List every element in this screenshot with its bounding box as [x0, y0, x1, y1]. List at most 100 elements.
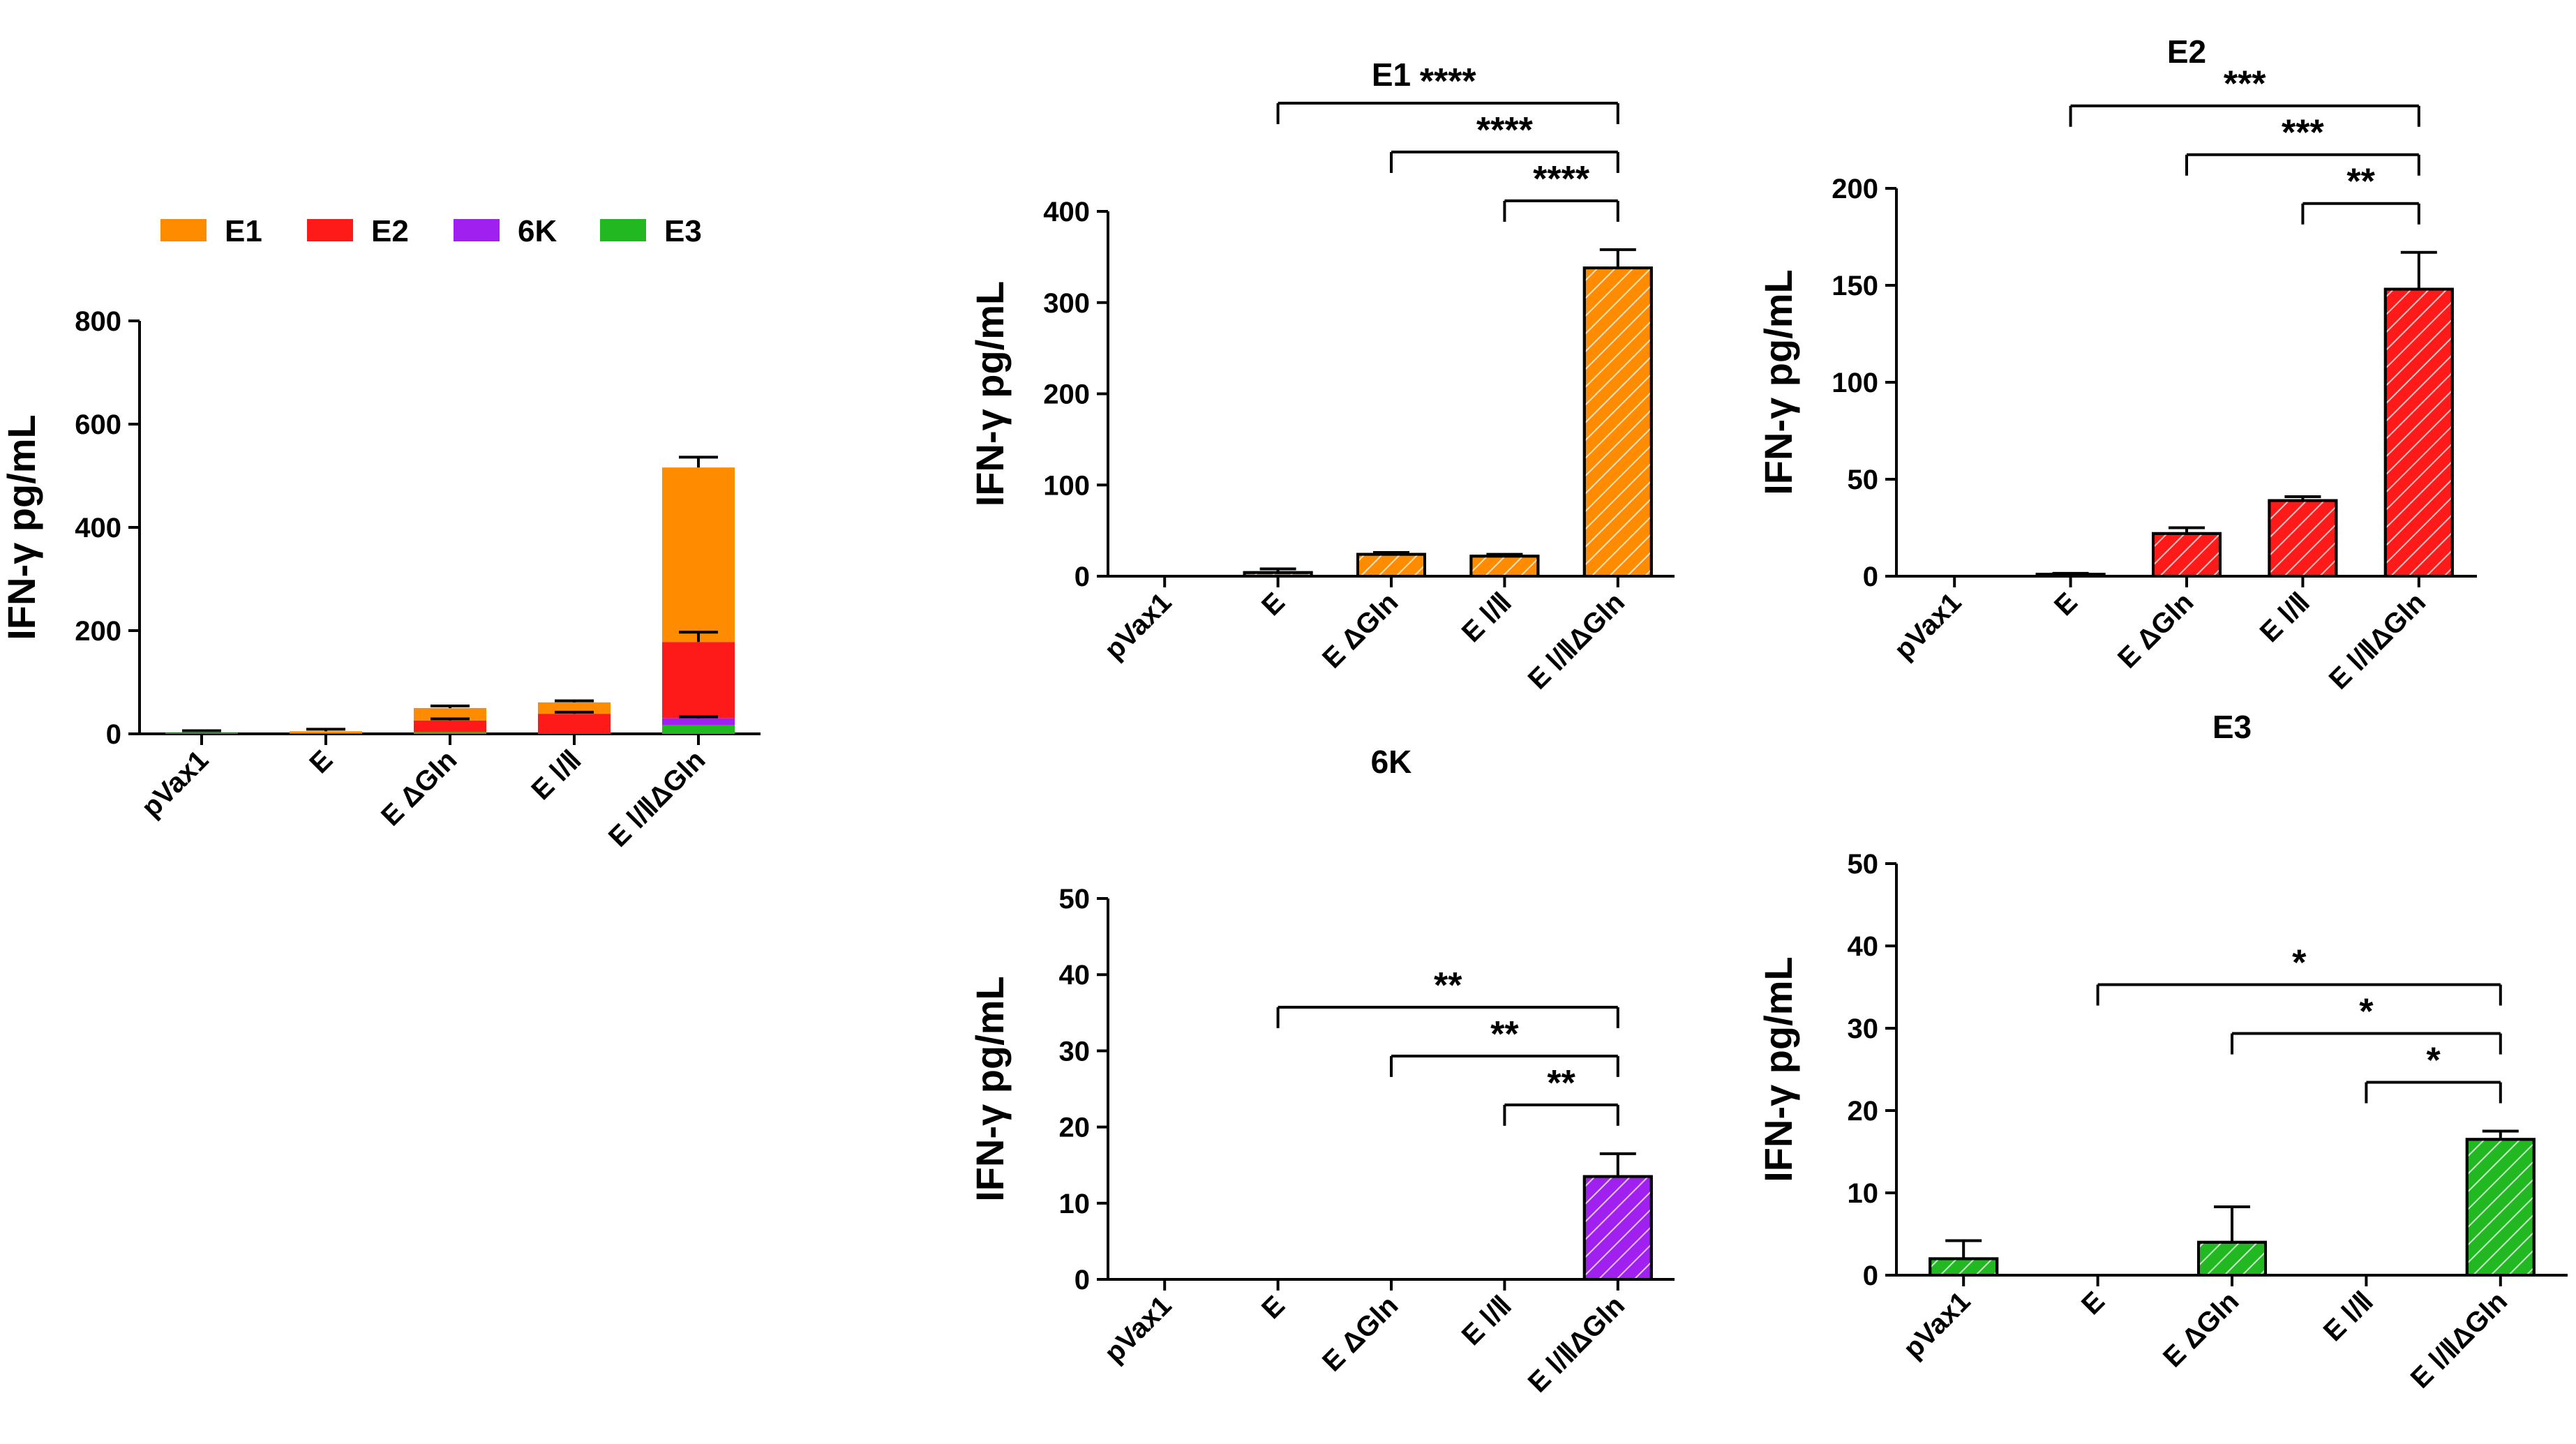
- bar-segment-e1: [290, 731, 362, 734]
- significance-label: *: [2292, 943, 2307, 984]
- legend-label: E2: [371, 214, 409, 248]
- x-tick-label: E ΔGln: [2157, 1286, 2245, 1373]
- bar-segment-e3: [662, 725, 735, 734]
- significance-label: ***: [2224, 64, 2266, 105]
- y-tick-label: 100: [1043, 470, 1090, 501]
- y-axis-title: IFN-γ pg/mL: [0, 414, 43, 640]
- y-tick-label: 800: [75, 306, 121, 337]
- bar-segment-e2: [538, 714, 611, 734]
- significance-label: *: [2359, 992, 2374, 1032]
- x-tick-label: E ΔGln: [2112, 587, 2199, 674]
- legend-swatch: [600, 219, 646, 241]
- legend-item-6k: 6K: [454, 214, 557, 248]
- legend-swatch: [454, 219, 500, 241]
- legend-item-e2: E2: [307, 214, 409, 248]
- legend-swatch: [307, 219, 353, 241]
- x-tick-label: E ΔGln: [1317, 587, 1404, 674]
- y-tick-label: 10: [1848, 1178, 1879, 1209]
- y-tick-label: 50: [1059, 884, 1091, 915]
- y-axis-title: IFN-γ pg/mL: [968, 281, 1012, 507]
- x-tick-label: pVax1: [1099, 587, 1178, 665]
- x-tick-label: E Ⅰ/ⅡΔGln: [603, 744, 711, 852]
- x-tick-label: E ΔGln: [1317, 1290, 1404, 1377]
- bar-segment-e1: [662, 467, 735, 642]
- bar-hatch: [2269, 500, 2337, 576]
- x-tick-label: E Ⅰ/ⅡΔGln: [1522, 1290, 1631, 1398]
- significance-bracket: *: [2096, 943, 2502, 1006]
- bar-hatch: [2385, 289, 2453, 576]
- y-tick-label: 40: [1059, 960, 1091, 991]
- chart-e2: 0 50 100 150 200 pVax1 E E ΔGln E Ⅰ/Ⅱ E Ⅰ/ⅡΔGln IF…: [1756, 33, 2477, 695]
- x-tick-label: pVax1: [1099, 1290, 1178, 1369]
- bar-segment-e1: [414, 708, 486, 721]
- x-tick-label: E Ⅰ/Ⅱ: [2254, 587, 2316, 648]
- legend-swatch: [160, 219, 207, 241]
- y-tick-label: 20: [1848, 1096, 1879, 1127]
- x-tick-label: E: [1256, 587, 1291, 622]
- bar-segment-e3: [165, 732, 238, 734]
- y-tick-label: 0: [106, 719, 121, 750]
- bar-segment-6k: [662, 718, 735, 725]
- legend-label: 6K: [518, 214, 557, 248]
- bar-hatch: [2199, 1242, 2266, 1275]
- bar-segment-e2: [662, 642, 735, 719]
- y-tick-label: 200: [75, 616, 121, 647]
- legend-item-e3: E3: [600, 214, 702, 248]
- chart-6k: 0 10 20 30 40 50 pVax1 E E ΔGln E Ⅰ/Ⅱ E Ⅰ/ⅡΔGln IFN…: [968, 744, 1675, 1399]
- y-tick-label: 10: [1059, 1189, 1091, 1219]
- x-tick-label: E Ⅰ/Ⅱ: [1456, 1290, 1518, 1351]
- significance-label: **: [1490, 1014, 1519, 1055]
- bar-hatch: [1358, 554, 1425, 576]
- significance-bracket: **: [1276, 965, 1619, 1028]
- y-tick-label: 150: [1832, 271, 1878, 301]
- significance-bracket: ***: [2069, 64, 2420, 127]
- significance-label: ***: [2282, 113, 2324, 153]
- bar-segment-e3: [414, 732, 486, 734]
- y-tick-label: 0: [1074, 1265, 1090, 1295]
- x-tick-label: E: [2076, 1286, 2111, 1321]
- bar-hatch: [1930, 1258, 1998, 1275]
- y-axis-title: IFN-γ pg/mL: [1756, 956, 1800, 1182]
- significance-bracket: *: [2365, 1041, 2502, 1104]
- y-tick-label: 50: [1848, 849, 1879, 880]
- y-tick-label: 400: [1043, 197, 1090, 227]
- x-tick-label: pVax1: [1889, 587, 1968, 665]
- y-tick-label: 0: [1074, 562, 1090, 592]
- legend-item-e1: E1: [160, 214, 262, 248]
- significance-label: **: [2346, 162, 2375, 202]
- y-tick-label: 0: [1863, 562, 1878, 592]
- y-axis-title: IFN-γ pg/mL: [968, 976, 1012, 1202]
- significance-label: ****: [1476, 110, 1534, 151]
- bar-hatch: [1471, 556, 1538, 576]
- significance-label: ****: [1420, 61, 1477, 102]
- y-tick-label: 100: [1832, 368, 1878, 398]
- significance-bracket: **: [2301, 162, 2420, 225]
- y-tick-label: 40: [1848, 931, 1879, 962]
- x-tick-label: E Ⅰ/Ⅱ: [525, 744, 587, 806]
- significance-label: **: [1434, 965, 1462, 1006]
- y-tick-label: 200: [1832, 174, 1878, 204]
- y-tick-label: 30: [1059, 1036, 1091, 1067]
- y-tick-label: 400: [75, 513, 121, 543]
- significance-bracket: *: [2231, 992, 2502, 1055]
- significance-bracket: **: [1503, 1063, 1619, 1126]
- x-tick-label: E Ⅰ/ⅡΔGln: [1522, 587, 1631, 695]
- bar-hatch: [1244, 572, 1312, 576]
- y-axis-title: IFN-γ pg/mL: [1756, 269, 1800, 495]
- significance-label: *: [2426, 1041, 2441, 1081]
- chart-title: E3: [2212, 709, 2252, 745]
- x-tick-label: E Ⅰ/Ⅱ: [2318, 1286, 2379, 1347]
- y-tick-label: 0: [1863, 1261, 1878, 1291]
- y-tick-label: 200: [1043, 379, 1090, 410]
- chart-stacked: 0 200 400 600 800 pVax1 E E ΔGln E Ⅰ/Ⅱ E Ⅰ/ⅡΔGln I…: [0, 214, 761, 853]
- chart-e1: 0 100 200 300 400 pVax1 E E ΔGln E Ⅰ/Ⅱ E Ⅰ/ⅡΔGln I…: [968, 57, 1675, 695]
- chart-title: E1: [1372, 57, 1411, 93]
- bar-segment-e2: [414, 720, 486, 732]
- bar-hatch: [2153, 533, 2220, 576]
- chart-e3: 0 10 20 30 40 50 pVax1 E E ΔGln E Ⅰ/Ⅱ E Ⅰ/ⅡΔGln IFN…: [1756, 709, 2568, 1394]
- legend-label: E1: [225, 214, 262, 248]
- significance-label: ****: [1533, 159, 1590, 200]
- x-tick-label: E: [304, 744, 338, 779]
